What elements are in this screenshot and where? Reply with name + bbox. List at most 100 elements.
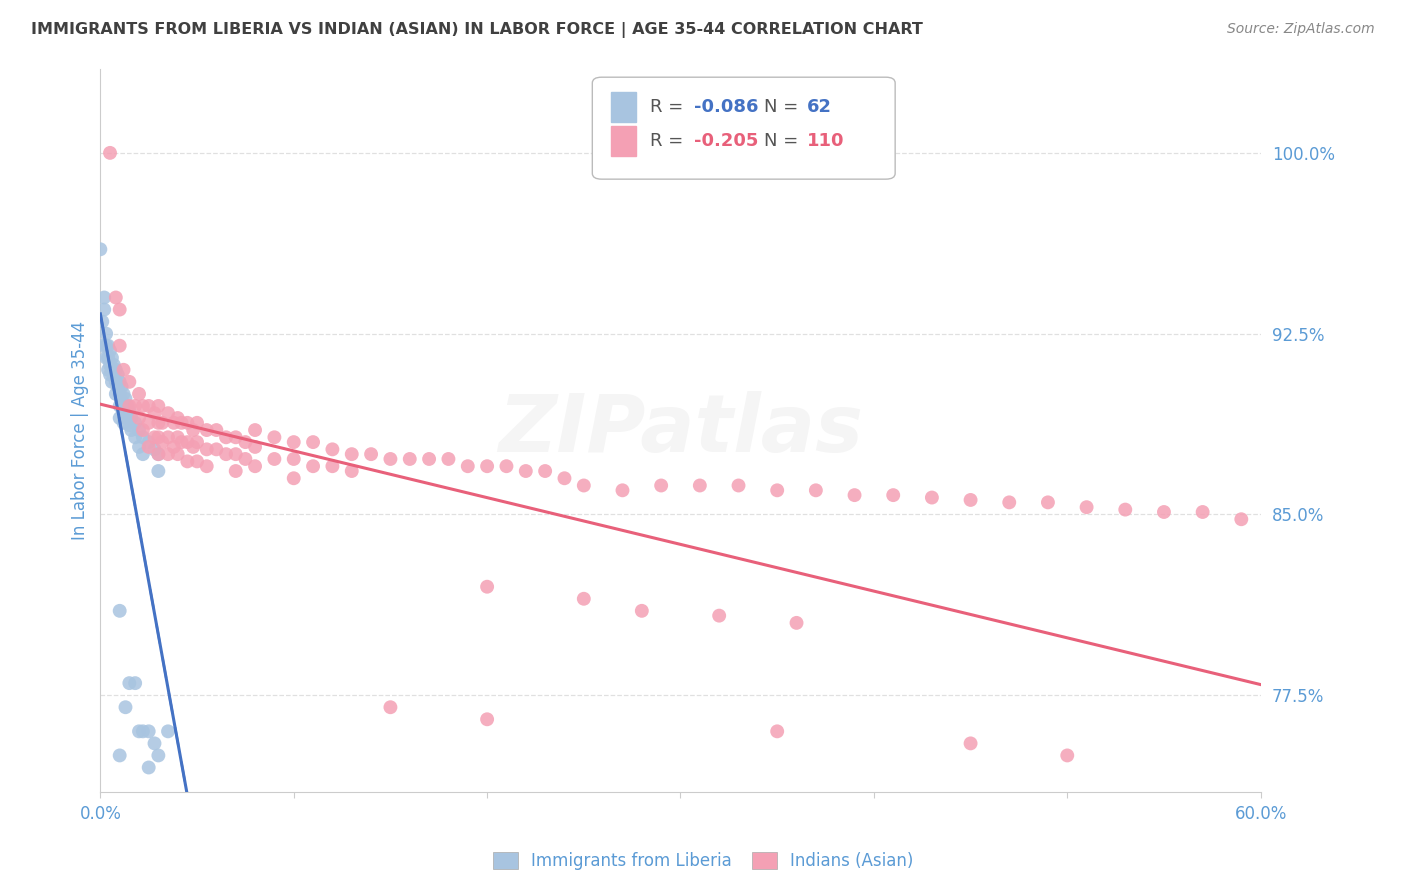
Point (340, 447, 363, 461)
Point (97, 363, 120, 377)
Point (1153, 505, 1175, 519)
Point (108, 748, 131, 763)
Text: R =: R = (651, 98, 689, 116)
Point (101, 351, 124, 365)
Point (148, 464, 170, 478)
Point (94, 339, 117, 353)
Point (380, 452, 402, 467)
Point (108, 302, 131, 317)
Point (148, 447, 170, 461)
Point (143, 736, 166, 750)
Text: N =: N = (763, 98, 804, 116)
Point (186, 416, 208, 430)
Point (112, 399, 135, 413)
Point (612, 483, 634, 498)
Text: Source: ZipAtlas.com: Source: ZipAtlas.com (1227, 22, 1375, 37)
Point (107, 368, 129, 382)
Point (128, 411, 150, 425)
Point (89, 242, 111, 256)
Point (132, 447, 155, 461)
Point (186, 435, 208, 450)
Point (132, 430, 155, 444)
Point (882, 488, 904, 502)
Point (150, 416, 173, 430)
Point (457, 459, 479, 474)
Point (98, 145, 121, 160)
Point (766, 724, 789, 739)
Text: 62: 62 (807, 98, 832, 116)
Point (398, 452, 420, 467)
Point (572, 478, 595, 492)
Point (108, 604, 131, 618)
Point (138, 760, 160, 774)
Point (138, 724, 160, 739)
Point (148, 399, 170, 413)
Point (1114, 821, 1136, 835)
Point (475, 459, 498, 474)
Point (475, 580, 498, 594)
Point (235, 435, 257, 450)
Point (166, 447, 188, 461)
Point (170, 435, 193, 450)
Point (263, 452, 285, 467)
Point (118, 404, 141, 418)
Point (786, 615, 808, 630)
Point (215, 430, 238, 444)
Point (128, 423, 150, 437)
Point (120, 411, 142, 425)
Point (114, 700, 136, 714)
Point (124, 430, 146, 444)
Point (243, 459, 266, 474)
Point (1114, 502, 1136, 516)
Text: N =: N = (763, 132, 804, 150)
Point (181, 423, 204, 437)
Point (98, 368, 121, 382)
Point (98, 358, 121, 372)
Point (101, 375, 124, 389)
Point (1076, 808, 1098, 822)
Point (132, 724, 155, 739)
Point (166, 411, 188, 425)
Point (94, 326, 117, 341)
Point (124, 399, 146, 413)
Point (515, 464, 537, 478)
Point (243, 440, 266, 454)
Point (112, 416, 135, 430)
Point (143, 442, 166, 457)
FancyBboxPatch shape (610, 126, 637, 156)
Point (340, 464, 363, 478)
Point (195, 442, 218, 457)
Point (118, 375, 141, 389)
Point (176, 454, 198, 468)
Point (243, 423, 266, 437)
Text: R =: R = (651, 132, 689, 150)
FancyBboxPatch shape (610, 92, 637, 122)
Point (302, 435, 325, 450)
Point (157, 447, 180, 461)
Point (321, 442, 343, 457)
Point (1191, 505, 1213, 519)
Point (108, 375, 131, 389)
Point (143, 406, 166, 420)
Point (128, 724, 150, 739)
Point (97, 351, 120, 365)
Point (727, 478, 749, 492)
Point (118, 676, 141, 690)
Point (263, 430, 285, 444)
Point (104, 375, 127, 389)
Point (103, 358, 125, 372)
Point (170, 416, 193, 430)
Point (998, 495, 1021, 509)
Point (321, 459, 343, 474)
Point (380, 700, 402, 714)
Point (117, 399, 139, 413)
Point (195, 423, 218, 437)
Point (97, 339, 120, 353)
Text: -0.086: -0.086 (695, 98, 759, 116)
Point (138, 399, 160, 413)
FancyBboxPatch shape (592, 78, 896, 179)
Point (283, 452, 305, 467)
Point (181, 440, 204, 454)
Point (205, 442, 228, 457)
Point (225, 447, 247, 461)
